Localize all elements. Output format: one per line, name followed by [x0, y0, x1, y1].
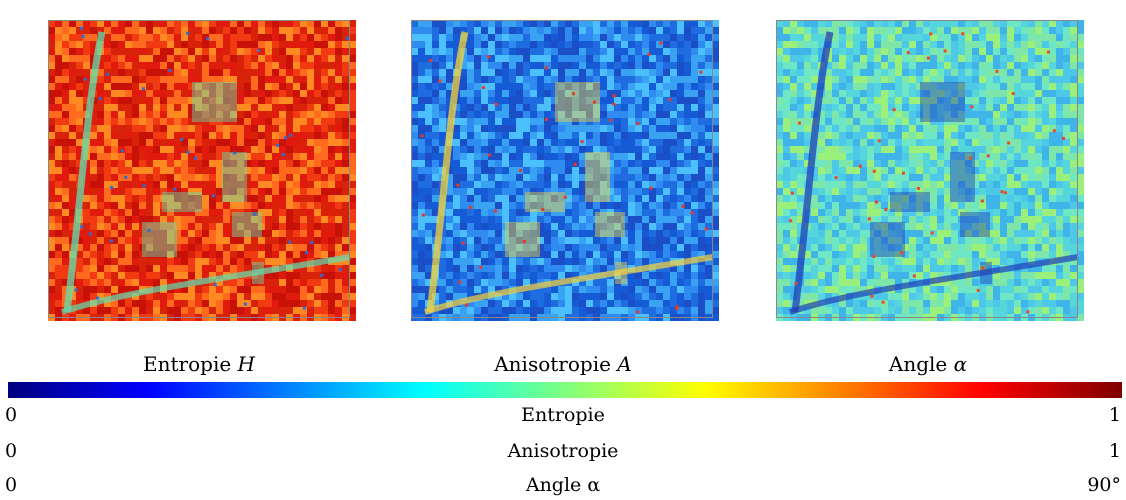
caption-alpha: Angle α: [768, 352, 1088, 376]
caption-entropy-symbol: H: [237, 352, 255, 376]
anisotropy-map-image: [405, 12, 719, 326]
caption-anisotropy: Anisotropie A: [403, 352, 723, 376]
alpha-label: Angle α: [525, 474, 601, 496]
anisotropy-label: Anisotropie: [507, 440, 619, 462]
caption-alpha-symbol: α: [953, 352, 968, 376]
entropy-map-image: [42, 12, 356, 326]
map-raster: [411, 20, 719, 321]
legend-row-anisotropy: 0 Anisotropie 1: [0, 440, 1126, 464]
map-raster: [776, 20, 1084, 321]
caption-entropy: Entropie H: [39, 352, 359, 376]
alpha-angle-map-image: [770, 12, 1084, 326]
map-raster: [48, 20, 356, 321]
anisotropy-min: 0: [5, 440, 18, 462]
caption-alpha-text: Angle: [888, 352, 954, 376]
caption-anisotropy-symbol: A: [617, 352, 632, 376]
legend-row-entropy: 0 Entropie 1: [0, 404, 1126, 428]
legend-row-alpha: 0 Angle α 90°: [0, 474, 1126, 498]
alpha-max: 90°: [1087, 474, 1121, 496]
entropy-min: 0: [5, 404, 18, 426]
entropy-max: 1: [1108, 404, 1121, 426]
jet-colorbar: [8, 382, 1122, 398]
entropy-label: Entropie: [521, 404, 605, 426]
caption-entropy-text: Entropie: [143, 352, 238, 376]
caption-anisotropy-text: Anisotropie: [494, 352, 618, 376]
alpha-min: 0: [5, 474, 18, 496]
anisotropy-max: 1: [1108, 440, 1121, 462]
